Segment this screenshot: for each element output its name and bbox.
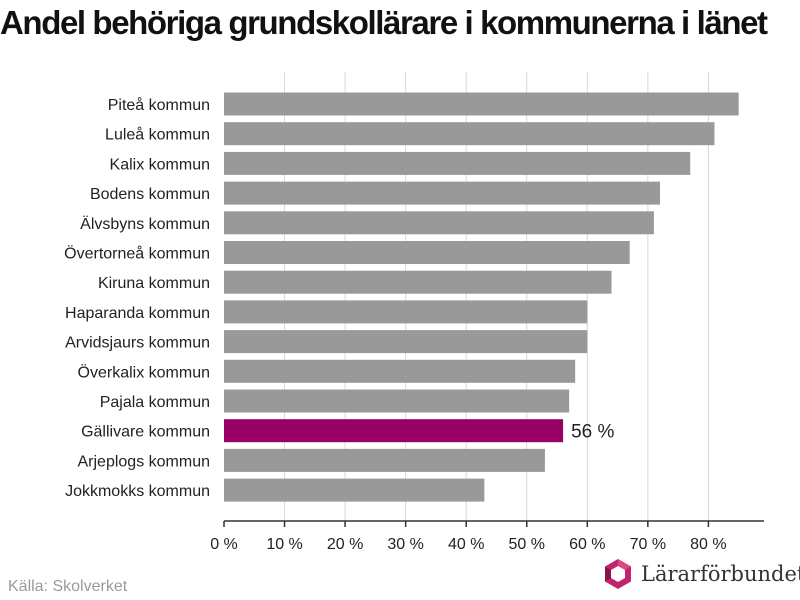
- bar: [224, 92, 739, 116]
- category-label: Kiruna kommun: [98, 275, 210, 292]
- x-tick-label: 70 %: [630, 536, 666, 553]
- bar: [224, 389, 570, 413]
- category-label: Gällivare kommun: [81, 424, 210, 441]
- category-label: Arjeplogs kommun: [78, 453, 211, 470]
- category-label: Kalix kommun: [110, 156, 210, 173]
- bar: [224, 419, 564, 443]
- bar: [224, 448, 545, 472]
- bar: [224, 151, 691, 175]
- category-label: Älvsbyns kommun: [80, 215, 210, 233]
- category-label: Bodens kommun: [90, 186, 210, 203]
- x-tick-label: 80 %: [690, 536, 726, 553]
- brand-logo: Lärarförbundet: [601, 556, 800, 592]
- bar: [224, 478, 485, 502]
- source-note: Källa: Skolverket: [8, 578, 128, 595]
- category-label: Piteå kommun: [108, 96, 210, 114]
- bar: [224, 181, 660, 205]
- bar: [224, 211, 654, 235]
- x-tick-label: 40 %: [448, 536, 484, 553]
- x-tick-label: 30 %: [387, 536, 423, 553]
- bar: [224, 241, 630, 264]
- category-label: Jokkmokks kommun: [65, 483, 210, 500]
- data-label: 56 %: [571, 422, 614, 443]
- category-label: Arvidsjaurs kommun: [65, 335, 210, 352]
- bar: [224, 122, 715, 146]
- bar: [224, 330, 588, 354]
- category-label: Haparanda kommun: [65, 305, 210, 322]
- x-tick-label: 50 %: [509, 536, 545, 553]
- lararforbundet-logo-icon: [605, 559, 631, 589]
- bar: [224, 300, 588, 324]
- x-tick-label: 10 %: [266, 536, 302, 553]
- brand-name: Lärarförbundet: [641, 562, 800, 586]
- x-tick-label: 60 %: [569, 536, 605, 553]
- category-label: Överkalix kommun: [78, 363, 210, 381]
- category-label: Pajala kommun: [100, 394, 210, 411]
- x-tick-label: 20 %: [327, 536, 363, 553]
- chart-title: Andel behöriga grundskollärare i kommune…: [0, 4, 768, 41]
- category-label: Övertorneå kommun: [64, 245, 210, 263]
- bar: [224, 270, 612, 294]
- x-tick-label: 0 %: [210, 536, 238, 553]
- bar: [224, 359, 576, 383]
- category-label: Luleå kommun: [105, 126, 210, 144]
